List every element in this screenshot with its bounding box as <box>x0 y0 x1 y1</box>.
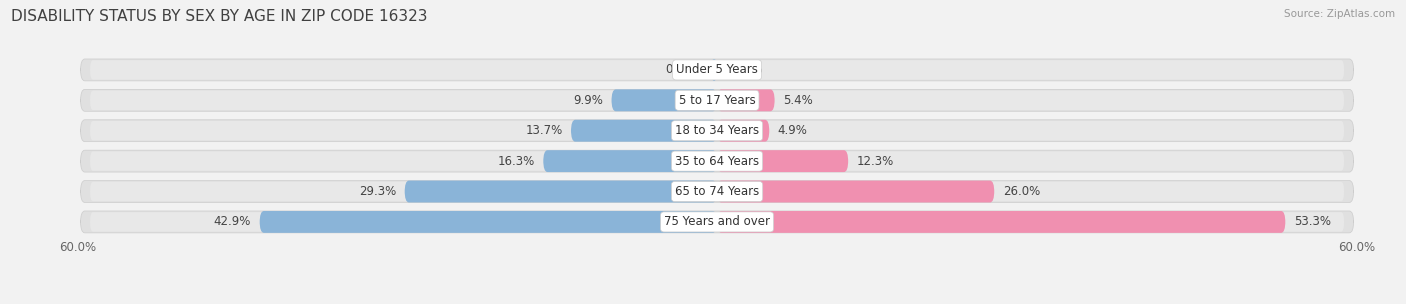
FancyBboxPatch shape <box>543 150 717 172</box>
FancyBboxPatch shape <box>717 150 848 172</box>
FancyBboxPatch shape <box>80 211 1354 233</box>
FancyBboxPatch shape <box>80 150 1354 172</box>
Text: 12.3%: 12.3% <box>856 155 894 168</box>
Text: 16.3%: 16.3% <box>498 155 534 168</box>
FancyBboxPatch shape <box>90 91 1344 110</box>
Text: 29.3%: 29.3% <box>359 185 396 198</box>
Text: 35 to 64 Years: 35 to 64 Years <box>675 155 759 168</box>
FancyBboxPatch shape <box>711 59 717 81</box>
Text: 42.9%: 42.9% <box>214 216 252 228</box>
FancyBboxPatch shape <box>90 182 1344 201</box>
Text: 5.4%: 5.4% <box>783 94 813 107</box>
FancyBboxPatch shape <box>260 211 717 233</box>
FancyBboxPatch shape <box>80 59 1354 81</box>
FancyBboxPatch shape <box>405 181 717 202</box>
FancyBboxPatch shape <box>612 89 717 111</box>
FancyBboxPatch shape <box>717 120 769 142</box>
Text: 75 Years and over: 75 Years and over <box>664 216 770 228</box>
Text: 9.9%: 9.9% <box>574 94 603 107</box>
FancyBboxPatch shape <box>717 89 775 111</box>
FancyBboxPatch shape <box>80 181 1354 202</box>
Text: Under 5 Years: Under 5 Years <box>676 64 758 76</box>
Text: 0.56%: 0.56% <box>665 64 703 76</box>
Text: 18 to 34 Years: 18 to 34 Years <box>675 124 759 137</box>
Text: 13.7%: 13.7% <box>526 124 562 137</box>
Text: Source: ZipAtlas.com: Source: ZipAtlas.com <box>1284 9 1395 19</box>
FancyBboxPatch shape <box>90 212 1344 232</box>
FancyBboxPatch shape <box>80 120 1354 142</box>
Text: 0.0%: 0.0% <box>733 64 762 76</box>
Text: 53.3%: 53.3% <box>1294 216 1331 228</box>
Text: 4.9%: 4.9% <box>778 124 807 137</box>
FancyBboxPatch shape <box>90 151 1344 171</box>
Text: 65 to 74 Years: 65 to 74 Years <box>675 185 759 198</box>
FancyBboxPatch shape <box>90 121 1344 140</box>
Text: 5 to 17 Years: 5 to 17 Years <box>679 94 755 107</box>
Text: 26.0%: 26.0% <box>1002 185 1040 198</box>
FancyBboxPatch shape <box>80 89 1354 111</box>
FancyBboxPatch shape <box>717 211 1285 233</box>
FancyBboxPatch shape <box>571 120 717 142</box>
FancyBboxPatch shape <box>717 181 994 202</box>
FancyBboxPatch shape <box>90 60 1344 80</box>
Text: DISABILITY STATUS BY SEX BY AGE IN ZIP CODE 16323: DISABILITY STATUS BY SEX BY AGE IN ZIP C… <box>11 9 427 24</box>
